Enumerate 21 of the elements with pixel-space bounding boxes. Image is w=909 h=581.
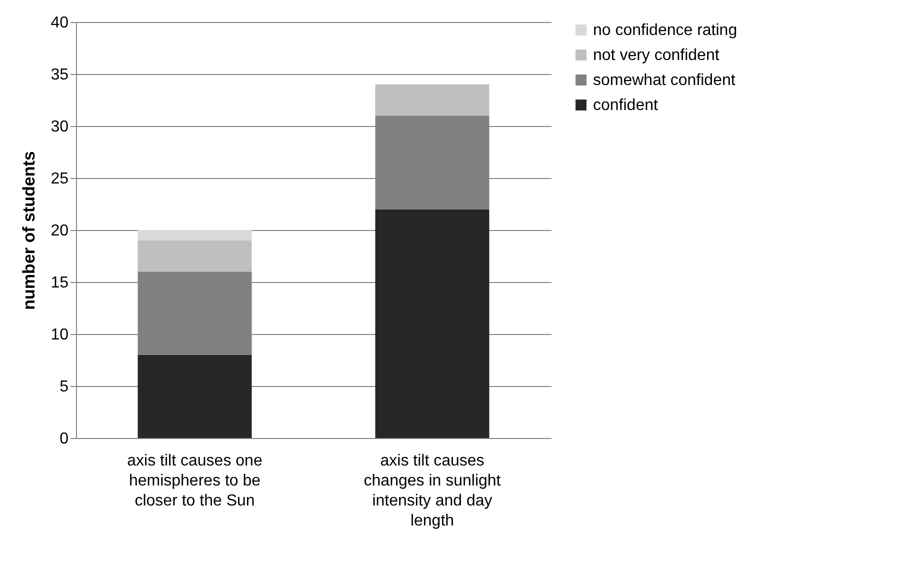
y-tick-label: 10	[50, 326, 69, 344]
y-tick-label: 30	[50, 118, 69, 136]
bar	[138, 240, 252, 272]
legend-label: confident	[593, 97, 658, 114]
legend-label: somewhat confident	[593, 72, 736, 89]
x-tick-label: axis tilt causes changes in sunlight intensity and day length	[364, 452, 502, 530]
bar	[375, 209, 490, 438]
y-axis-title: number of students	[20, 151, 39, 310]
y-tick-label: 40	[50, 14, 69, 32]
y-tick-label: 35	[50, 66, 69, 84]
bar	[138, 354, 252, 438]
y-tick-label: 20	[50, 222, 69, 240]
bar	[375, 84, 490, 116]
legend-label: no confidence rating	[593, 22, 738, 39]
x-tick-label: axis tilt causes one hemispheres to be closer to the Sun	[127, 452, 262, 510]
y-tick-label: 0	[60, 430, 69, 448]
y-tick-label: 5	[60, 378, 69, 396]
bar	[138, 230, 252, 240]
y-tick-label: 25	[50, 170, 69, 188]
legend-label: not very confident	[593, 47, 720, 64]
y-tick-label: 15	[50, 274, 69, 292]
